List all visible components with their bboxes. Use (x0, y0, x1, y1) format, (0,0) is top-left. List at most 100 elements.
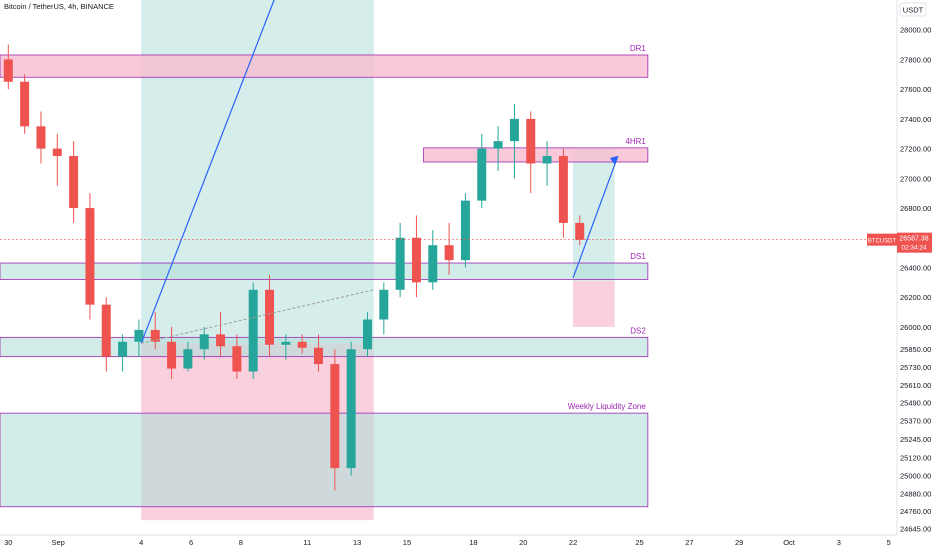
chart-title: Bitcoin / TetherUS, 4h, BINANCE (4, 2, 114, 11)
y-tick-15: 25370.00 (900, 417, 931, 426)
symbol-tag-box (867, 233, 897, 246)
symbol-tag: BTCUSDT (868, 239, 897, 245)
x-tick-3: 6 (189, 538, 193, 547)
candle-body-26 (428, 245, 438, 283)
y-tick-2: 27600.00 (900, 85, 931, 94)
y-tick-14: 25490.00 (900, 399, 931, 408)
zone-0 (0, 54, 649, 78)
y-tick-5: 27000.00 (900, 174, 931, 183)
y-tick-1: 27800.00 (900, 55, 931, 64)
x-tick-14: Oct (783, 538, 796, 547)
candle-body-19 (314, 347, 323, 365)
candle-body-13 (216, 334, 226, 347)
x-tick-5: 11 (303, 538, 311, 547)
last-price: 26587.38 (899, 236, 928, 243)
y-tick-19: 24880.00 (900, 489, 931, 498)
candle-body-12 (199, 334, 209, 350)
x-tick-11: 25 (635, 538, 643, 547)
x-tick-13: 29 (735, 538, 743, 547)
lines-layer (0, 0, 897, 344)
y-tick-20: 24760.00 (900, 507, 931, 516)
candle-body-21 (346, 349, 356, 469)
y-tick-21: 24645.00 (900, 524, 931, 533)
labels-layer: DR1 4HR1 DS1 DS2 Weekly Liquidity Zone Bitcoi… (4, 2, 932, 411)
candle-body-18 (297, 341, 307, 348)
candle-body-25 (411, 237, 421, 283)
candle-body-27 (444, 245, 454, 261)
zone-label-0: DR1 (630, 44, 647, 53)
candle-body-22 (362, 319, 372, 350)
candle-body-31 (509, 118, 519, 142)
projection-arrow (572, 155, 619, 279)
candle-body-10 (167, 341, 177, 369)
x-tick-8: 18 (469, 538, 477, 547)
y-tick-6: 26800.00 (900, 204, 931, 213)
candle-body-29 (477, 148, 487, 201)
candle-body-35 (575, 222, 585, 240)
candle-body-33 (542, 156, 552, 164)
candle-body-16 (265, 289, 275, 345)
candle-body-24 (395, 237, 405, 290)
x-tick-0: 30 (4, 538, 12, 547)
currency-tag: USDT (903, 6, 924, 15)
y-tick-10: 26000.00 (900, 323, 931, 332)
candle-body-14 (232, 346, 242, 372)
y-tick-8: 26400.00 (900, 264, 931, 273)
y-tick-16: 25245.00 (900, 435, 931, 444)
x-tick-2: 4 (139, 538, 143, 547)
candle-body-1 (20, 81, 30, 127)
zone-label-4: Weekly Liquidity Zone (568, 402, 647, 411)
candle-body-2 (36, 126, 46, 149)
countdown: 02:34:24 (901, 245, 927, 252)
candle-body-4 (69, 156, 79, 209)
candle-body-23 (379, 289, 389, 320)
candle-body-9 (150, 329, 160, 342)
y-tick-17: 25120.00 (900, 454, 931, 463)
candles-layer (3, 44, 585, 491)
candle-body-28 (460, 200, 470, 261)
last-price-box (897, 232, 932, 253)
candle-body-3 (52, 148, 62, 157)
y-tick-4: 27200.00 (900, 145, 931, 154)
zone-label-2: DS1 (630, 252, 646, 261)
y-tick-12: 25730.00 (900, 363, 931, 372)
candle-body-11 (183, 349, 193, 369)
currency-tag-box (899, 2, 927, 17)
y-tick-13: 25610.00 (900, 381, 931, 390)
y-tick-3: 27400.00 (900, 115, 931, 124)
x-tick-15: 3 (837, 538, 841, 547)
zone-2 (0, 262, 649, 280)
y-tick-0: 28000.00 (900, 26, 931, 35)
x-tick-4: 8 (239, 538, 243, 547)
candle-body-0 (3, 59, 13, 82)
y-tick-11: 25850.00 (900, 345, 931, 354)
zones-layer (0, 54, 649, 508)
projection-arrowhead (609, 156, 618, 166)
x-tick-10: 22 (569, 538, 577, 547)
x-tick-6: 13 (353, 538, 361, 547)
trade-line-up (140, 0, 275, 344)
candle-body-30 (493, 141, 503, 149)
y-tick-18: 25000.00 (900, 472, 931, 481)
x-tick-12: 27 (685, 538, 693, 547)
zone-label-1: 4HR1 (625, 137, 646, 146)
y-tick-9: 26200.00 (900, 293, 931, 302)
candle-body-32 (526, 118, 536, 164)
x-tick-7: 15 (403, 538, 411, 547)
candle-body-5 (85, 208, 95, 305)
candle-body-8 (134, 329, 144, 342)
x-tick-16: 5 (887, 538, 891, 547)
candle-body-15 (248, 289, 258, 372)
zone-label-3: DS2 (630, 326, 646, 335)
trade-box-loss-1 (573, 280, 615, 327)
candle-body-17 (281, 341, 291, 345)
candle-body-20 (330, 364, 340, 469)
zone-4 (0, 412, 649, 508)
x-tick-9: 20 (519, 538, 527, 547)
candle-body-6 (101, 304, 111, 357)
zone-3 (0, 336, 649, 358)
candle-body-7 (118, 341, 128, 357)
x-tick-1: Sep (51, 538, 64, 547)
